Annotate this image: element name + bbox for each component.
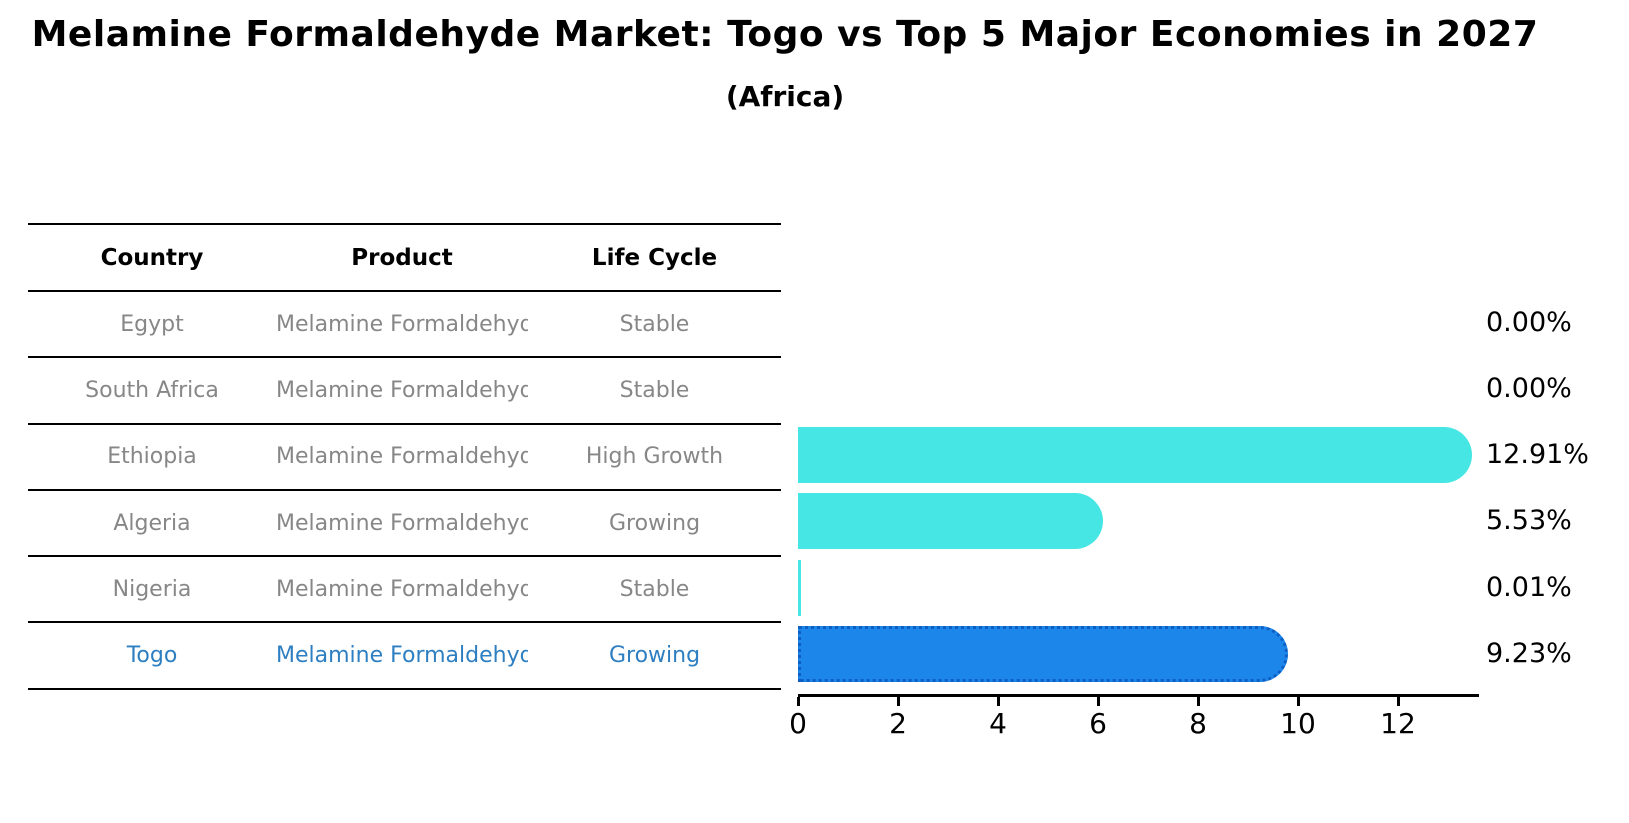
cell-product: Melamine Formaldehyde [276,311,528,337]
x-tick-label-6: 6 [1089,707,1107,740]
value-label-togo: 9.23% [1486,638,1572,669]
bar-algeria [798,493,1103,550]
cell-product: Melamine Formaldehyde [276,510,528,536]
cell-country: Nigeria [112,576,192,602]
cell-life-cycle: Growing [608,643,701,669]
table-row-ethiopia: Ethiopia Melamine Formaldehyde High Growth [28,425,781,491]
x-tick-mark-4 [996,697,1000,706]
x-tick-label-8: 8 [1189,707,1207,740]
chart-subtitle: (Africa) [725,80,845,113]
bar-ethiopia [798,427,1472,484]
x-tick-mark-2 [896,697,900,706]
cell-country: Egypt [120,311,184,337]
value-label-ethiopia: 12.91% [1486,439,1589,471]
column-header-country: Country [100,244,204,271]
x-tick-label-12: 12 [1380,707,1416,740]
cell-life-cycle: Stable [619,377,690,403]
x-axis-spine [798,694,1479,697]
value-label-egypt: 0.00% [1486,306,1572,338]
cell-life-cycle: Growing [608,510,701,536]
table-row-algeria: Algeria Melamine Formaldehyde Growing [28,491,781,558]
value-label-nigeria: 0.01% [1486,571,1572,603]
chart-title: Melamine Formaldehyde Market: Togo vs To… [31,14,1539,55]
x-tick-mark-8 [1196,697,1200,706]
value-label-algeria: 5.53% [1486,505,1572,537]
comparison-table: Country Product Life Cycle Egypt Melamine Fo… [28,223,781,690]
cell-life-cycle: Stable [619,311,690,337]
cell-product: Melamine Formaldehyde [276,576,528,602]
cell-life-cycle: High Growth [585,444,724,470]
table-header-row: Country Product Life Cycle [28,225,781,292]
value-label-south-africa: 0.00% [1486,372,1572,404]
cell-country: Algeria [113,510,191,536]
bar-togo [798,626,1288,682]
x-tick-mark-6 [1096,697,1100,706]
bar-nigeria [798,559,801,616]
cell-product: Melamine Formaldehyde [276,377,528,403]
x-tick-label-4: 4 [989,707,1007,740]
table-row-egypt: Egypt Melamine Formaldehyde Stable [28,292,781,359]
table-row-togo: Togo Melamine Formaldehyde Growing [28,623,781,690]
x-tick-mark-10 [1296,697,1300,706]
cell-life-cycle: Stable [619,576,690,602]
table-row-nigeria: Nigeria Melamine Formaldehyde Stable [28,557,781,624]
column-header-life-cycle: Life Cycle [591,244,718,271]
x-tick-mark-12 [1396,697,1400,706]
cell-product: Melamine Formaldehyde [276,444,528,470]
x-tick-mark-0 [796,697,800,706]
cell-country: Ethiopia [107,444,197,470]
cell-product: Melamine Formaldehyde [276,643,528,669]
x-tick-label-10: 10 [1280,707,1316,740]
column-header-product: Product [351,244,453,271]
cell-country: Togo [126,643,178,669]
table-row-south-africa: South Africa Melamine Formaldehyde Stable [28,358,781,425]
cell-country: South Africa [85,377,219,403]
x-tick-label-2: 2 [889,707,907,740]
x-tick-label-0: 0 [789,707,807,740]
